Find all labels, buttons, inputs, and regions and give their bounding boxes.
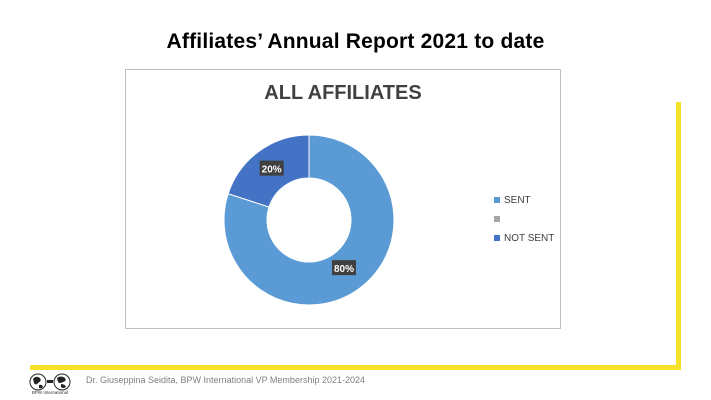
legend-item-sent: SENT	[494, 191, 554, 210]
data-label-not-sent: 20%	[259, 160, 284, 176]
legend-swatch	[494, 235, 500, 241]
accent-bar-vertical	[676, 102, 681, 370]
logo-text: BPW International	[31, 390, 69, 395]
footer-text: Dr. Giuseppina Seidita, BPW Internationa…	[86, 375, 365, 385]
data-label-sent: 80%	[331, 260, 356, 276]
donut-chart: 80% 20%	[223, 134, 395, 306]
legend-label: SENT	[504, 195, 531, 206]
accent-bar-horizontal	[30, 365, 681, 370]
legend-item-not-sent: NOT SENT	[494, 229, 554, 248]
bpw-globe-logo	[29, 373, 71, 391]
svg-text:20%: 20%	[262, 165, 282, 176]
svg-text:80%: 80%	[334, 264, 354, 275]
slide-title: Affiliates’ Annual Report 2021 to date	[166, 30, 545, 53]
chart-legend: SENT NOT SENT	[494, 191, 554, 248]
legend-swatch	[494, 216, 500, 222]
legend-label: NOT SENT	[504, 233, 555, 244]
chart-area: ALL AFFILIATES 80% 20% SENT NOT SENT	[125, 69, 561, 329]
legend-swatch	[494, 197, 500, 203]
legend-item-blank	[494, 210, 554, 229]
chart-title: ALL AFFILIATES	[264, 82, 422, 104]
